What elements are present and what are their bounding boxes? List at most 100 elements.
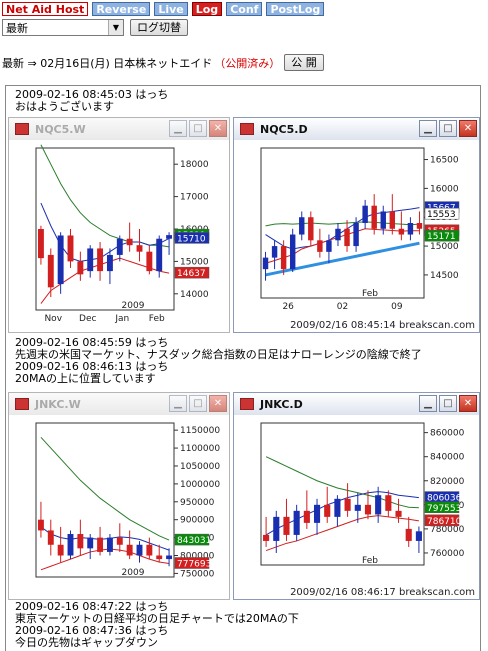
candle-body (344, 228, 350, 247)
moving-average-line (40, 436, 170, 541)
candle-body (77, 534, 84, 549)
candle-body (354, 504, 361, 511)
x-tick-label: 26 (282, 302, 294, 312)
x-tick-label: 09 (391, 302, 403, 312)
window-titlebar[interactable]: JNKC.W ▁ □ ✕ (9, 393, 229, 415)
price-label-box (424, 207, 460, 220)
candle-body (67, 235, 74, 262)
log-controls: 最新 ▼ ログ切替 (2, 19, 188, 36)
period-label: Feb (362, 556, 378, 566)
candle-body (385, 495, 392, 511)
close-icon[interactable]: ✕ (459, 395, 477, 412)
log-entry-time: 2009-02-16 08:45:03 はっち (15, 88, 169, 101)
candle-body (344, 498, 351, 511)
log-entry-text: 先週末の米国マーケット、ナスダック総合指数の日足はナローレンジの陰線で終了 (15, 348, 422, 361)
candle-body (146, 251, 153, 272)
period-label: 2009 (122, 301, 145, 311)
candle-body (146, 544, 153, 556)
candle-body (364, 504, 372, 515)
candle-body (136, 544, 143, 556)
log-select-value: 最新 (6, 22, 28, 35)
window-titlebar[interactable]: JNKC.D ▁ □ ✕ (234, 393, 479, 415)
maximize-icon[interactable]: □ (439, 395, 457, 412)
x-tick-label: Jan (114, 314, 129, 324)
candle-body (47, 530, 54, 545)
tab-reverse[interactable]: Reverse (92, 2, 151, 16)
candle-body (37, 229, 44, 259)
price-label-box (174, 266, 210, 279)
price-label: 786710 (427, 517, 462, 527)
window-titlebar[interactable]: NQC5.W ▁ □ ✕ (9, 118, 229, 140)
chart-window-nqc5-d[interactable]: NQC5.D ▁ □ ✕ 145001500015500160001650026… (233, 117, 480, 333)
y-tick-label: 14000 (180, 290, 209, 300)
moving-average-line (265, 515, 419, 552)
price-label-box (174, 533, 210, 546)
candle-body (116, 238, 123, 255)
tab-net-aid-host[interactable]: Net Aid Host (2, 2, 89, 16)
chart-app-icon (240, 123, 254, 135)
tab-log[interactable]: Log (191, 2, 223, 16)
x-tick-label: Dec (79, 314, 96, 324)
maximize-icon[interactable]: □ (189, 120, 207, 137)
period-label: Feb (362, 289, 378, 299)
price-label: 843031 (177, 536, 211, 546)
tab-conf[interactable]: Conf (226, 2, 263, 16)
minimize-icon[interactable]: ▁ (169, 120, 187, 137)
moving-average-line (40, 526, 170, 551)
candle-body (156, 555, 163, 560)
candle-body (407, 223, 414, 235)
chart-window-jnkc-d[interactable]: JNKC.D ▁ □ ✕ 760000780000800000820000840… (233, 392, 480, 600)
price-label-box (424, 501, 460, 514)
moving-average-line (265, 491, 419, 536)
y-tick-label: 1100000 (180, 444, 220, 454)
price-label-box (174, 557, 210, 569)
log-select[interactable]: 最新 ▼ (2, 19, 124, 36)
close-icon[interactable]: ✕ (209, 120, 227, 137)
candlestick-chart: 1400015000160001700018000NovDecJanFeb200… (35, 144, 210, 324)
close-icon[interactable]: ✕ (209, 395, 227, 412)
y-tick-label: 16500 (430, 156, 459, 166)
log-entry-text: おはようございます (15, 100, 114, 113)
window-title: NQC5.W (35, 122, 86, 136)
log-switch-button[interactable]: ログ切替 (130, 19, 188, 36)
y-tick-label: 900000 (180, 516, 215, 526)
y-tick-label: 760000 (430, 549, 465, 559)
tab-postlog[interactable]: PostLog (266, 2, 325, 16)
y-tick-label: 820000 (430, 477, 465, 487)
chart-window-nqc5-w[interactable]: NQC5.W ▁ □ ✕ 1400015000160001700018000No… (8, 117, 230, 333)
price-label: 797553 (427, 504, 461, 514)
chart-app-icon (15, 398, 29, 410)
candle-body (398, 228, 405, 235)
window-title: NQC5.D (260, 122, 308, 136)
period-label: 2009 (122, 568, 145, 578)
candle-body (324, 504, 331, 517)
minimize-icon[interactable]: ▁ (419, 120, 437, 137)
publish-status: （公開済み） (214, 56, 281, 70)
maximize-icon[interactable]: □ (189, 395, 207, 412)
chart-caption: 2009/02/16 08:46:17 breakscan.com (290, 587, 475, 598)
minimize-icon[interactable]: ▁ (169, 395, 187, 412)
price-label: 806036 (427, 494, 462, 504)
plot-area (260, 422, 425, 566)
y-tick-label: 1000000 (180, 480, 220, 490)
log-entry: 2009-02-16 08:47:22 はっち 東京マーケットの日経平均の日足チ… (15, 601, 299, 649)
log-entry-time: 2009-02-16 08:46:13 はっち (15, 360, 169, 373)
maximize-icon[interactable]: □ (439, 120, 457, 137)
top-nav: Net Aid Host Reverse Live Log Conf PostL… (2, 2, 325, 16)
chart-window-jnkc-w[interactable]: JNKC.W ▁ □ ✕ 750000800000850000900000950… (8, 392, 230, 600)
tab-live[interactable]: Live (154, 2, 188, 16)
log-header-text: 最新 ⇒ 02月16日(月) 日本株ネットエイド (2, 56, 213, 70)
chevron-down-icon[interactable]: ▼ (108, 20, 123, 35)
window-title: JNKC.W (35, 397, 81, 411)
candle-body (166, 235, 173, 239)
minimize-icon[interactable]: ▁ (419, 395, 437, 412)
candlestick-chart: 760000780000800000820000840000860000Feb8… (260, 422, 465, 566)
log-entry-time: 2009-02-16 08:47:36 はっち (15, 624, 169, 637)
chart-app-icon (240, 398, 254, 410)
price-label-box (424, 514, 460, 527)
window-titlebar[interactable]: NQC5.D ▁ □ ✕ (234, 118, 479, 140)
log-header: 最新 ⇒ 02月16日(月) 日本株ネットエイド （公開済み） 公 開 (2, 54, 324, 71)
x-tick-label: Nov (44, 314, 62, 324)
publish-button[interactable]: 公 開 (284, 54, 324, 71)
close-icon[interactable]: ✕ (459, 120, 477, 137)
